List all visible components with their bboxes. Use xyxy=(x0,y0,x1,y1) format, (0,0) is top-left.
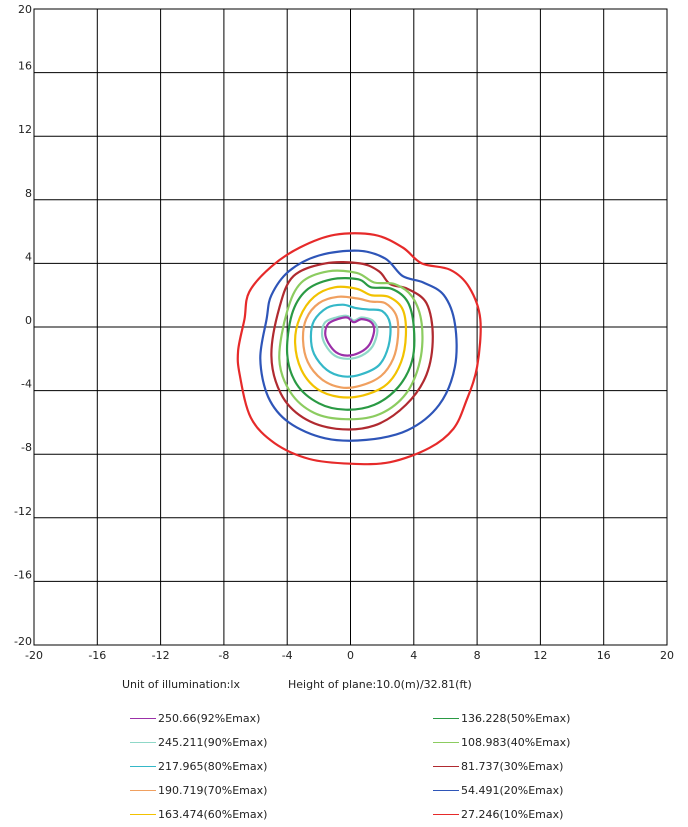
contour-line xyxy=(278,269,424,421)
legend-item: 250.66(92%Emax) xyxy=(130,710,260,726)
legend-swatch xyxy=(433,765,459,767)
legend-label: 54.491(20%Emax) xyxy=(461,783,564,797)
legend-swatch xyxy=(433,813,459,815)
legend-label: 108.983(40%Emax) xyxy=(461,735,571,749)
legend-item: 108.983(40%Emax) xyxy=(433,734,570,750)
plane-height-label: Height of plane:10.0(m)/32.81(ft) xyxy=(288,678,472,691)
y-tick-label: 12 xyxy=(18,123,32,136)
legend-swatch xyxy=(130,813,156,815)
legend-swatch xyxy=(433,741,459,743)
x-tick-labels: -20 -16 -12 -8 -4 0 4 8 12 16 20 xyxy=(25,649,674,660)
legend-item: 190.719(70%Emax) xyxy=(130,782,267,798)
contour-line xyxy=(236,232,482,466)
legend-label: 217.965(80%Emax) xyxy=(158,759,268,773)
legend-label: 163.474(60%Emax) xyxy=(158,807,268,821)
x-tick-label: -16 xyxy=(88,649,106,660)
legend-swatch xyxy=(433,717,459,719)
x-tick-label: -8 xyxy=(218,649,229,660)
legend-swatch xyxy=(130,717,156,719)
y-tick-label: 0 xyxy=(25,314,32,327)
isolux-contour-chart: -20 -16 -12 -8 -4 0 4 8 12 16 20 -20 -16 -12 -8 -4 0 4 8 1… xyxy=(14,3,674,660)
y-tick-label: -20 xyxy=(14,635,32,648)
legend-label: 136.228(50%Emax) xyxy=(461,711,571,725)
x-tick-label: 4 xyxy=(410,649,417,660)
x-tick-label: 0 xyxy=(347,649,354,660)
contour-line xyxy=(320,314,379,360)
contour-line xyxy=(301,295,400,389)
contour-lines xyxy=(236,232,482,466)
contour-line xyxy=(259,249,458,442)
legend-item: 54.491(20%Emax) xyxy=(433,782,563,798)
plot-border xyxy=(33,8,668,646)
y-tick-label: 16 xyxy=(18,60,32,73)
contour-line xyxy=(309,303,392,378)
y-tick-label: -8 xyxy=(21,441,32,454)
legend-item: 136.228(50%Emax) xyxy=(433,710,570,726)
legend-item: 163.474(60%Emax) xyxy=(130,806,267,822)
contour-line xyxy=(293,285,408,399)
y-tick-label: -4 xyxy=(21,378,32,391)
legend-label: 250.66(92%Emax) xyxy=(158,711,261,725)
legend-item: 217.965(80%Emax) xyxy=(130,758,267,774)
x-tick-label: 12 xyxy=(533,649,547,660)
x-tick-label: 8 xyxy=(474,649,481,660)
legend-item: 245.211(90%Emax) xyxy=(130,734,267,750)
legend-swatch xyxy=(130,789,156,791)
x-tick-label: 16 xyxy=(597,649,611,660)
x-tick-label: -4 xyxy=(282,649,293,660)
y-tick-label: -16 xyxy=(14,568,32,581)
y-tick-label: 8 xyxy=(25,187,32,200)
contour-line xyxy=(324,316,376,357)
y-tick-labels: -20 -16 -12 -8 -4 0 4 8 12 16 20 xyxy=(14,3,32,648)
legend-item: 27.246(10%Emax) xyxy=(433,806,563,822)
legend-label: 190.719(70%Emax) xyxy=(158,783,268,797)
legend-label: 27.246(10%Emax) xyxy=(461,807,564,821)
contour-line xyxy=(270,261,434,431)
legend-swatch xyxy=(130,765,156,767)
x-tick-label: 20 xyxy=(660,649,674,660)
x-tick-label: -20 xyxy=(25,649,43,660)
x-tick-label: -12 xyxy=(152,649,170,660)
y-tick-label: 4 xyxy=(25,250,32,263)
legend-item: 81.737(30%Emax) xyxy=(433,758,563,774)
legend-label: 81.737(30%Emax) xyxy=(461,759,564,773)
y-tick-label: -12 xyxy=(14,505,32,518)
contour-line xyxy=(285,277,416,411)
legend-swatch xyxy=(433,789,459,791)
legend-swatch xyxy=(130,741,156,743)
legend-label: 245.211(90%Emax) xyxy=(158,735,268,749)
y-tick-label: 20 xyxy=(18,3,32,16)
unit-label: Unit of illumination:lx xyxy=(122,678,240,691)
